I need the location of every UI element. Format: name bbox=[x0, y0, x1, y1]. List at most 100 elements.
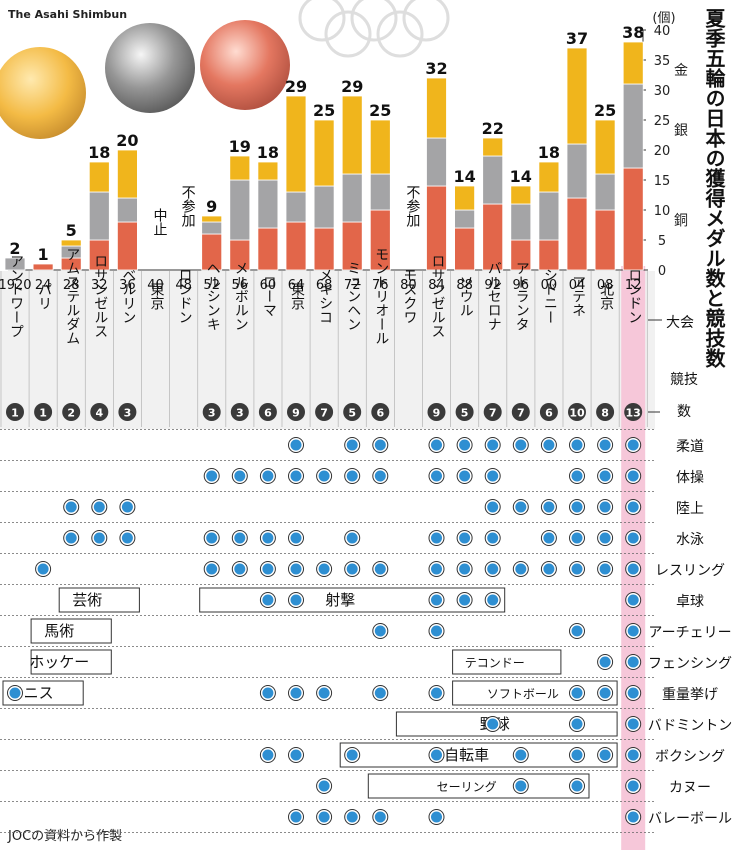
bar-silver-52 bbox=[201, 221, 223, 235]
medal-dot bbox=[346, 811, 358, 823]
event-count-label: 4 bbox=[95, 407, 103, 420]
city-label: ロンドン bbox=[626, 268, 642, 324]
bar-total-label: 18 bbox=[257, 143, 279, 162]
other-sport-label: 馬術 bbox=[44, 622, 74, 640]
medal-dot bbox=[290, 687, 302, 699]
bar-silver-56 bbox=[229, 179, 251, 241]
medal-dot bbox=[627, 780, 639, 792]
medal-dot bbox=[627, 501, 639, 513]
event-count-label: 1 bbox=[11, 407, 19, 420]
bar-total-label: 14 bbox=[510, 167, 532, 186]
medal-dot bbox=[374, 470, 386, 482]
bar-silver-08 bbox=[594, 173, 616, 211]
sport-grid: 柔道体操陸上水泳レスリング卓球アーチェリーフェンシング重量挙げバドミントンボクシ… bbox=[0, 429, 732, 833]
city-label: ベルリン bbox=[120, 268, 136, 324]
event-count-label: 3 bbox=[208, 407, 216, 420]
bar-silver-96 bbox=[510, 203, 532, 241]
medal-dot bbox=[346, 470, 358, 482]
bar-bronze-24 bbox=[32, 263, 54, 271]
medal-dot bbox=[571, 718, 583, 730]
medal-dot bbox=[346, 563, 358, 575]
medal-dot bbox=[627, 594, 639, 606]
medal-dot bbox=[318, 563, 330, 575]
medal-dot bbox=[318, 687, 330, 699]
medal-dot bbox=[346, 439, 358, 451]
bar-total-label: 29 bbox=[341, 77, 363, 96]
medal-dot bbox=[543, 532, 555, 544]
event-count-label: 9 bbox=[433, 407, 441, 420]
medal-dot bbox=[318, 811, 330, 823]
bar-bronze-60 bbox=[257, 227, 279, 271]
olympic-ring-5 bbox=[376, 10, 424, 58]
medal-dot bbox=[431, 470, 442, 482]
medal-dot bbox=[515, 563, 527, 575]
other-sport-box bbox=[58, 587, 140, 613]
bar-silver-32 bbox=[88, 191, 110, 241]
event-count-label: 2 bbox=[67, 407, 75, 420]
bar-gold-76 bbox=[369, 119, 391, 175]
year-label: 88 bbox=[456, 278, 473, 293]
bar-total-label: 9 bbox=[206, 197, 217, 216]
olympic-ring-1 bbox=[298, 0, 346, 42]
event-count-label: 6 bbox=[545, 407, 553, 420]
year-label: 48 bbox=[175, 278, 192, 293]
event-count-badge bbox=[34, 403, 53, 421]
sport-label: レスリング bbox=[655, 563, 725, 579]
medal-dot bbox=[571, 532, 583, 544]
bar-silver-00 bbox=[538, 191, 560, 241]
event-count-badge bbox=[483, 403, 502, 421]
bar-total-label: 22 bbox=[482, 119, 504, 138]
medal-dot bbox=[206, 563, 218, 575]
other-sport-box bbox=[30, 618, 112, 644]
unit-label: (個) bbox=[652, 11, 675, 26]
medal-dot bbox=[262, 687, 274, 699]
bar-bronze-04 bbox=[566, 197, 588, 271]
header-background bbox=[0, 271, 655, 429]
medal-dot bbox=[571, 501, 583, 513]
y-tick-label: 40 bbox=[654, 24, 671, 39]
medal-dot bbox=[121, 501, 133, 513]
year-label: 00 bbox=[541, 278, 558, 293]
medal-dot bbox=[459, 563, 471, 575]
other-sport-box bbox=[452, 680, 618, 706]
city-label: 東京 bbox=[289, 282, 305, 310]
y-tick-label: 30 bbox=[654, 84, 671, 99]
bar-note-label: 不参加 bbox=[180, 185, 196, 228]
year-label: 56 bbox=[232, 278, 249, 293]
bar-silver-04 bbox=[566, 143, 588, 199]
bar-total-label: 29 bbox=[285, 77, 307, 96]
bar-silver-60 bbox=[257, 179, 279, 229]
medal-dot bbox=[262, 563, 274, 575]
city-label: ローマ bbox=[261, 275, 277, 317]
sport-label: バドミントン bbox=[648, 718, 732, 734]
medal-dot bbox=[206, 532, 218, 544]
event-count-badge bbox=[315, 403, 334, 421]
other-sport-box bbox=[199, 587, 506, 613]
medal-dot bbox=[599, 501, 611, 513]
city-label: 北京 bbox=[598, 282, 614, 310]
medal-dot bbox=[487, 501, 499, 513]
bar-silver-36 bbox=[117, 197, 138, 223]
event-count-label: 13 bbox=[626, 407, 641, 420]
medal-dot bbox=[65, 501, 77, 513]
sport-label: 体操 bbox=[676, 470, 704, 486]
source-text: JOCの資料から作製 bbox=[7, 829, 122, 844]
bar-gold-36 bbox=[117, 149, 138, 199]
legend-gold: 金 bbox=[674, 63, 688, 79]
medal-dot bbox=[571, 749, 583, 761]
bar-gold-12 bbox=[622, 41, 644, 85]
medal-dot bbox=[431, 749, 442, 761]
medal-dot bbox=[346, 532, 358, 544]
bar-gold-64 bbox=[285, 95, 307, 193]
medal-dot bbox=[571, 687, 583, 699]
city-label: メキシコ bbox=[317, 268, 333, 324]
gold-medal-icon bbox=[0, 47, 86, 139]
event-count-label: 3 bbox=[236, 407, 244, 420]
city-label: アトランタ bbox=[514, 261, 530, 331]
bar-note-label: 中止 bbox=[152, 208, 168, 236]
bar-silver-72 bbox=[341, 173, 363, 223]
medal-dot bbox=[9, 687, 21, 699]
year-label: 40 bbox=[147, 278, 164, 293]
year-label: 1920 bbox=[0, 278, 32, 293]
year-label: 12 bbox=[625, 278, 642, 293]
